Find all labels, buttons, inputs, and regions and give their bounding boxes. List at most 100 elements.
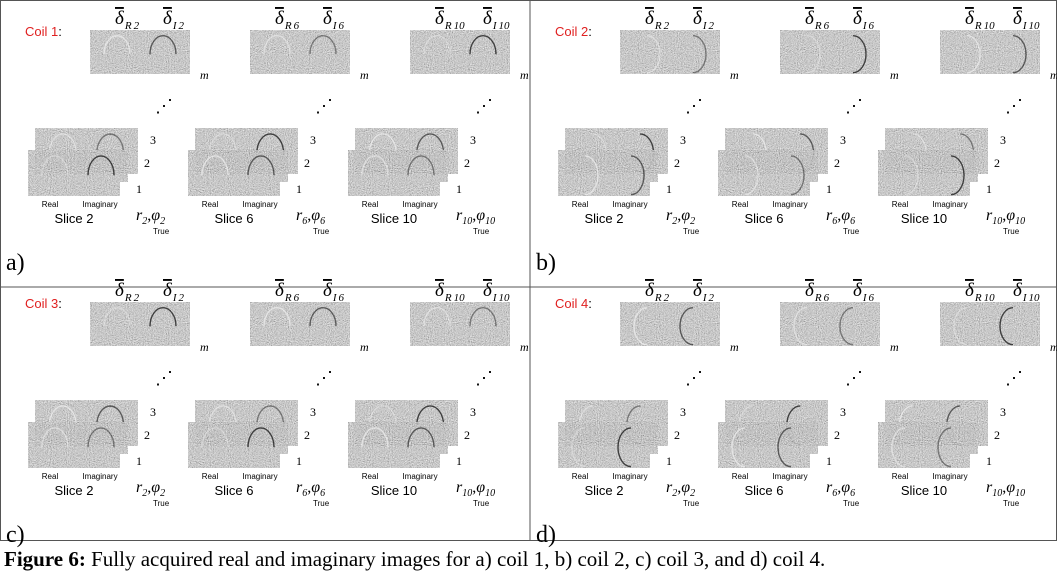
coil-label: Coil 1:: [25, 24, 62, 39]
real-label: Real: [892, 472, 909, 481]
layer-index: 3: [680, 133, 686, 147]
slice-name: Slice 10: [371, 483, 417, 498]
subscript-index: 6: [339, 292, 345, 304]
mri-image: [348, 422, 448, 468]
subscript-index: 6: [294, 292, 300, 304]
delta: δ: [805, 8, 815, 29]
layer-m: m: [890, 340, 899, 354]
subscript-index: 2: [664, 292, 670, 304]
imaginary-label: Imaginary: [932, 200, 967, 209]
notch: [280, 182, 290, 198]
mri-image: [718, 422, 818, 468]
layer-index: 1: [986, 454, 992, 468]
phi: φ: [476, 479, 485, 496]
true-label: True: [843, 227, 860, 236]
delta-label: δR 6: [275, 8, 300, 32]
delta: δ: [645, 8, 655, 29]
subscript: I: [1022, 292, 1028, 304]
delta-label: δR 2: [115, 280, 140, 304]
layer-index: 1: [666, 182, 672, 196]
phi: φ: [1006, 207, 1015, 224]
delta-label: δR 2: [645, 280, 670, 304]
subscript: R: [974, 20, 982, 32]
subscript-index: 2: [179, 20, 185, 32]
delta-label: δR 6: [275, 280, 300, 304]
signal-arc: [48, 405, 77, 426]
delta-label: δR 2: [645, 8, 670, 32]
layer-index: 1: [826, 454, 832, 468]
r: r: [136, 207, 143, 224]
r: r: [986, 207, 993, 224]
signal-arc: [263, 307, 291, 327]
delta-label: δI 6: [323, 8, 345, 32]
mri-image: [250, 302, 350, 346]
layer-index: 1: [456, 182, 462, 196]
real-label: Real: [202, 200, 219, 209]
dots: ⋰: [685, 96, 703, 116]
mri-image: [878, 150, 978, 196]
phi: φ: [311, 479, 320, 496]
imaginary-label: Imaginary: [82, 200, 117, 209]
sub: 2: [160, 216, 165, 227]
delta: δ: [645, 280, 655, 301]
notch: [658, 448, 670, 470]
layer-index: 1: [136, 454, 142, 468]
signal-arc: [469, 35, 497, 55]
notch: [810, 454, 820, 470]
layer-index: 2: [144, 428, 150, 442]
subscript-index: 10: [499, 292, 511, 304]
signal-arc: [247, 155, 275, 176]
param-label: r6,φ6: [826, 479, 855, 499]
imaginary-label: Imaginary: [612, 200, 647, 209]
layer-index: 1: [136, 182, 142, 196]
notch: [440, 182, 450, 198]
mri-image: [188, 422, 288, 468]
notch: [448, 448, 460, 470]
delta: δ: [1013, 8, 1023, 29]
delta: δ: [163, 280, 173, 301]
signal-arc: [309, 35, 337, 55]
r: r: [666, 207, 673, 224]
notch: [818, 448, 830, 470]
slice-name: Slice 2: [54, 211, 93, 226]
signal-arc: [416, 133, 445, 154]
comma: ,: [677, 207, 681, 224]
true-label: True: [683, 499, 700, 508]
notch: [658, 176, 670, 198]
delta-label: δR 6: [805, 8, 830, 32]
comma: ,: [1002, 207, 1006, 224]
real-label: Real: [42, 472, 59, 481]
delta: δ: [693, 280, 703, 301]
signal-arc: [744, 155, 759, 196]
phi: φ: [151, 207, 160, 224]
subscript: R: [444, 20, 452, 32]
coil-label: Coil 4:: [555, 296, 592, 311]
mri-image: [780, 30, 880, 74]
comma: ,: [472, 479, 476, 496]
subscript: I: [862, 292, 868, 304]
layer-m: m: [360, 68, 369, 82]
comma: ,: [147, 207, 151, 224]
param-label: r2,φ2: [666, 207, 695, 227]
signal-arc: [149, 35, 177, 55]
sub: 6: [302, 216, 307, 227]
delta: δ: [965, 280, 975, 301]
mri-image: [780, 302, 880, 346]
dots: ⋰: [685, 368, 703, 388]
signal-arc: [208, 133, 237, 154]
delta: δ: [965, 8, 975, 29]
colon: :: [588, 24, 592, 39]
delta-label: δI 2: [693, 8, 715, 32]
sub: 10: [462, 216, 472, 227]
sub: 10: [485, 216, 495, 227]
subscript-index: 2: [709, 20, 715, 32]
delta-label: δI 10: [483, 280, 510, 304]
delta-label: δI 6: [323, 280, 345, 304]
real-label: Real: [202, 472, 219, 481]
dots: ⋰: [315, 368, 333, 388]
layer-index: 1: [666, 454, 672, 468]
imaginary-label: Imaginary: [242, 200, 277, 209]
mri-image: [558, 422, 658, 468]
dots: ⋰: [845, 368, 863, 388]
